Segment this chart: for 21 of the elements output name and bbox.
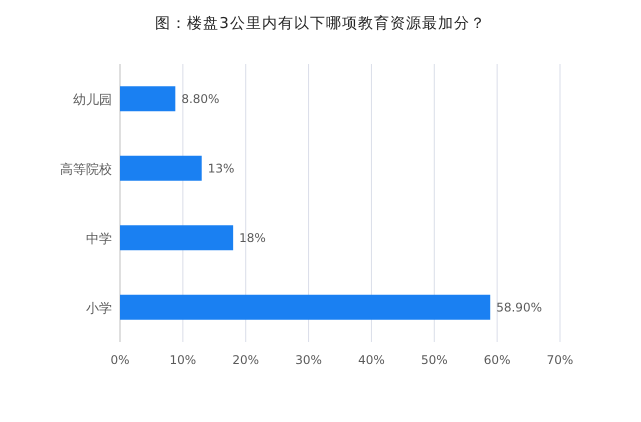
data-label: 18%	[239, 230, 266, 245]
bar	[120, 156, 202, 181]
x-tick-label: 40%	[358, 353, 385, 367]
y-tick-label: 中学	[86, 232, 112, 247]
data-label: 8.80%	[181, 92, 220, 106]
data-label: 58.90%	[496, 300, 542, 314]
x-tick-label: 50%	[420, 353, 448, 367]
x-tick-label: 0%	[110, 353, 130, 367]
chart-title: 图：楼盘3公里内有以下哪项教育资源最加分？	[155, 14, 486, 32]
data-label: 13%	[208, 161, 234, 176]
y-tick-label: 幼儿园	[73, 92, 112, 108]
bar	[120, 86, 176, 112]
x-tick-label: 30%	[295, 353, 322, 367]
x-tick-label: 20%	[232, 353, 260, 367]
bar	[120, 225, 234, 250]
bar	[120, 294, 490, 320]
x-tick-label: 60%	[484, 353, 510, 367]
x-tick-label: 70%	[546, 353, 574, 367]
x-tick-label: 10%	[170, 353, 196, 367]
y-tick-label: 高等院校	[60, 161, 112, 178]
y-tick-label: 小学	[86, 301, 112, 316]
